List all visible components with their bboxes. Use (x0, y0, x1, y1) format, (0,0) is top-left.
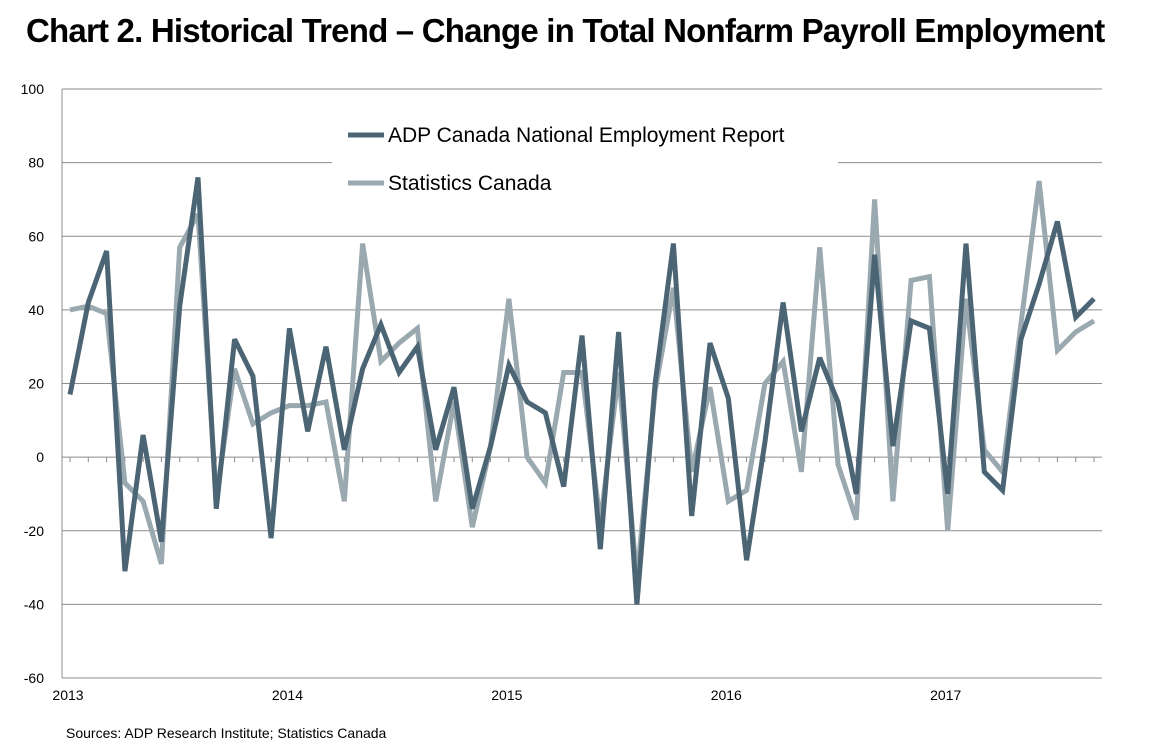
x-axis-ticks: 2013 2014 2015 2016 2017 (52, 687, 961, 703)
axes (61, 89, 1102, 679)
y-tick-label: 80 (28, 155, 44, 171)
y-tick-label: -40 (24, 596, 44, 612)
legend-background (332, 112, 838, 204)
series-lines (67, 177, 1096, 605)
y-tick-label: 100 (21, 81, 45, 97)
source-note: Sources: ADP Research Institute; Statist… (66, 725, 387, 741)
y-tick-label: 20 (28, 376, 44, 392)
x-tick-label: 2014 (272, 687, 303, 703)
x-tick-label: 2013 (52, 687, 83, 703)
legend-label: Statistics Canada (388, 172, 552, 195)
series-line (67, 177, 1096, 605)
legend: ADP Canada National Employment Report Sta… (332, 112, 838, 204)
x-tick-label: 2016 (711, 687, 742, 703)
y-tick-label: 60 (28, 228, 44, 244)
series-line (69, 180, 1096, 579)
x-tick-label: 2017 (930, 687, 961, 703)
legend-label: ADP Canada National Employment Report (388, 124, 785, 147)
chart-title: Chart 2. Historical Trend – Change in To… (26, 12, 1105, 49)
y-tick-label: -60 (24, 670, 44, 686)
x-tick-label: 2015 (491, 687, 522, 703)
y-tick-label: 0 (36, 449, 44, 465)
y-tick-label: 40 (28, 302, 44, 318)
y-axis-ticks: -60 -40 -20 0 20 40 60 80 100 (21, 81, 45, 686)
y-tick-label: -20 (24, 523, 44, 539)
